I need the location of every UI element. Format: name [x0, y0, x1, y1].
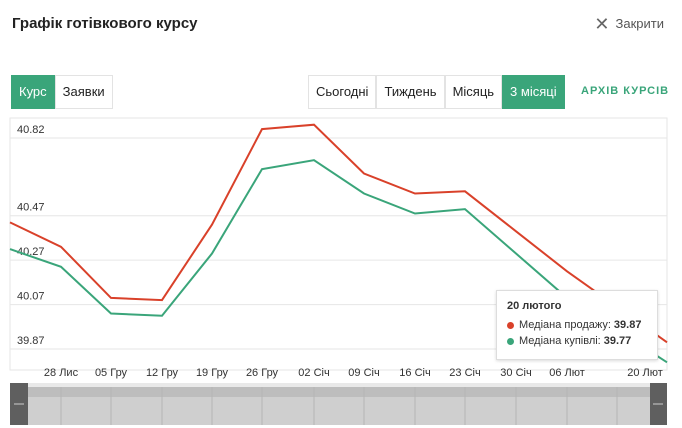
x-tick-label: 06 Лют	[549, 367, 585, 379]
tab-today[interactable]: Сьогодні	[308, 75, 377, 109]
buy-dot-icon	[507, 337, 514, 345]
archive-link[interactable]: АРХІВ КУРСІВ	[581, 85, 670, 97]
x-tick-label: 09 Січ	[348, 367, 379, 379]
close-label: Закрити	[615, 16, 664, 31]
chart-frame	[9, 117, 668, 371]
x-tick-label: 05 Гру	[95, 367, 128, 379]
navigator-left-handle	[10, 383, 28, 425]
navigator-dividers	[60, 387, 618, 425]
x-tick-label: 23 Січ	[449, 367, 480, 379]
x-tick-label: 16 Січ	[399, 367, 430, 379]
chart-tooltip: 20 лютого Медіана продажу: 39.87 Медіана…	[496, 290, 658, 360]
y-tick-label: 40.82	[17, 124, 45, 136]
sell-dot-icon	[507, 321, 514, 329]
navigator-right-handle	[650, 383, 667, 425]
x-tick-label: 30 Січ	[500, 367, 531, 379]
close-button[interactable]: ✕ Закрити	[594, 13, 664, 34]
x-axis-ticks: 28 Лис 05 Гру 12 Гру 19 Гру 26 Гру 02 Січ 09 С…	[44, 367, 663, 379]
view-tabs: Курс Заявки	[11, 75, 113, 109]
x-tick-label: 20 Лют	[627, 367, 663, 379]
page-title: Графік готівкового курсу	[12, 15, 198, 32]
range-navigator[interactable]	[10, 383, 667, 425]
tab-requests[interactable]: Заявки	[54, 75, 113, 109]
period-tabs: Сьогодні Тиждень Місяць 3 місяці	[308, 75, 565, 109]
tab-3-months[interactable]: 3 місяці	[502, 75, 565, 109]
x-tick-label: 12 Гру	[146, 367, 179, 379]
tooltip-sell-label: Медіана продажу:	[519, 319, 611, 331]
navigator-band	[28, 387, 650, 397]
tooltip-sell-value: 39.87	[613, 319, 642, 331]
y-axis-ticks: 40.82 40.47 40.27 40.07 39.87	[17, 124, 45, 347]
close-icon: ✕	[594, 13, 610, 34]
y-tick-label: 40.07	[17, 291, 45, 303]
tab-week[interactable]: Тиждень	[376, 75, 445, 109]
tooltip-sell-row: Медіана продажу: 39.87	[507, 319, 647, 331]
x-tick-label: 02 Січ	[298, 367, 329, 379]
tooltip-buy-value: 39.77	[603, 335, 632, 347]
tab-month[interactable]: Місяць	[444, 75, 503, 109]
y-tick-label: 40.47	[17, 202, 45, 214]
y-tick-label: 39.87	[17, 335, 45, 347]
tab-rate[interactable]: Курс	[11, 75, 55, 109]
tooltip-buy-label: Медіана купівлі:	[519, 335, 601, 347]
y-tick-label: 40.27	[17, 246, 45, 258]
x-tick-label: 28 Лис	[44, 367, 79, 379]
x-tick-label: 19 Гру	[196, 367, 229, 379]
rate-chart: 40.82 40.47 40.27 40.07 39.87 28 Лис 05 Гру 12…	[9, 117, 668, 379]
x-tick-label: 26 Гру	[246, 367, 279, 379]
tooltip-date: 20 лютого	[507, 300, 562, 312]
tooltip-buy-row: Медіана купівлі: 39.77	[507, 335, 647, 347]
